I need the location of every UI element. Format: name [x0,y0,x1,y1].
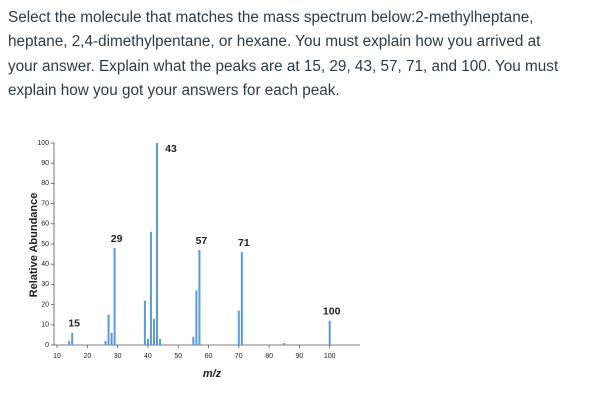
x-tick-label: 100 [324,353,336,360]
bar [113,248,116,345]
bar [104,340,107,345]
peak-label: 29 [111,233,123,245]
bar [107,314,110,345]
y-tick-label: 0 [45,342,49,349]
y-tick-label: 50 [41,241,49,248]
y-tick-label: 20 [41,301,49,308]
question-line: Select the molecule that matches the mas… [8,9,534,26]
bar [143,300,146,345]
x-tick-label: 50 [174,353,182,360]
peak-label: 100 [323,306,341,318]
bar [198,250,201,345]
y-tick-label: 10 [41,322,49,329]
bar [68,340,71,345]
x-tick-label: 20 [83,353,91,360]
x-axis-label: m/z [203,368,222,380]
x-tick-label: 80 [265,353,273,360]
y-tick-label: 100 [37,140,49,147]
peak-label: 57 [196,235,208,247]
y-tick-label: 90 [41,160,49,167]
peak-label: 15 [68,318,80,330]
question: Select the molecule that matches the mas… [8,6,558,104]
peak-label: 43 [165,143,177,155]
y-tick-label: 80 [41,180,49,187]
bar [192,336,195,345]
x-tick-label: 60 [205,353,213,360]
x-tick-label: 70 [235,353,243,360]
bar [110,332,113,345]
bar [146,338,149,345]
bar [71,332,74,345]
question-line: explain how you got your answers for eac… [8,82,340,100]
question-line: your answer. Explain what the peaks are … [8,57,559,75]
bar [237,310,240,345]
x-tick-label: 40 [144,353,152,360]
x-tick-label: 90 [296,353,304,360]
x-tick-label: 30 [114,353,122,360]
y-tick-label: 40 [41,261,49,268]
bar [195,290,198,345]
y-tick-label: 30 [41,281,49,288]
question-line: heptane, 2,4-dimethylpentane, or hexane.… [8,33,541,51]
bar [149,231,152,345]
bar [159,338,162,345]
peak-label: 71 [238,237,250,249]
bar [156,143,159,345]
x-tick-label: 10 [53,353,61,360]
bar [240,252,243,345]
y-axis-label: Relative Abundance [28,193,40,298]
bar [328,320,331,345]
y-tick-label: 60 [41,221,49,228]
bar [152,318,155,345]
bar [283,342,286,345]
y-tick-label: 70 [41,200,49,207]
